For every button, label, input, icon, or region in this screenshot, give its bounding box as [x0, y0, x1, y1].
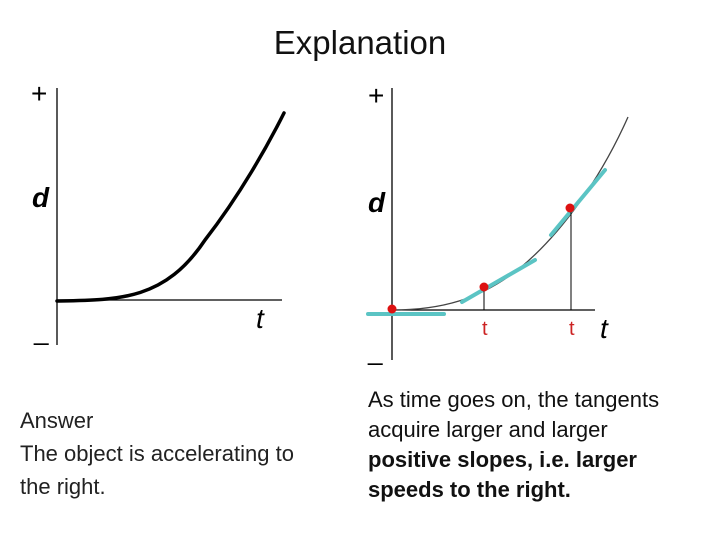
point-origin: [387, 304, 397, 314]
answer-block: Answer The object is accelerating to the…: [20, 404, 294, 503]
tangent-line-upper: [549, 168, 607, 237]
tick-label-upper: t: [569, 318, 575, 340]
page-title: Explanation: [273, 24, 447, 61]
explanation-line-4: speeds to the right.: [368, 477, 571, 502]
explanation-line-3: positive slopes, i.e. larger: [368, 447, 637, 472]
left-plus-label: +: [31, 78, 47, 109]
right-minus-label: _: [367, 336, 383, 366]
right-y-label: d: [368, 187, 386, 218]
explanation-line-2: acquire larger and larger: [368, 417, 608, 442]
point-middle: [479, 282, 489, 292]
explanation-line-1: As time goes on, the tangents: [368, 387, 660, 412]
right-plus-label: +: [368, 80, 384, 111]
right-curve: [391, 116, 629, 311]
left-curve: [55, 111, 286, 303]
point-upper: [565, 203, 575, 213]
answer-line-1: The object is accelerating to: [20, 441, 294, 466]
explanation-block: As time goes on, the tangents acquire la…: [368, 385, 659, 505]
answer-line-2: the right.: [20, 474, 106, 499]
right-x-label: t: [600, 313, 609, 344]
tangent-line-middle: [460, 258, 537, 304]
answer-heading: Answer: [20, 408, 94, 433]
left-minus-label: _: [33, 316, 49, 346]
left-y-label: d: [32, 182, 50, 213]
left-x-label: t: [256, 303, 265, 334]
tick-label-middle: t: [482, 318, 488, 340]
